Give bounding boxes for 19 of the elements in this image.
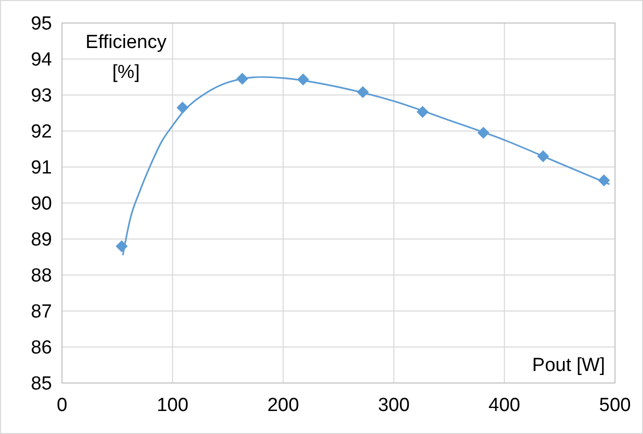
y-tick-label: 87: [30, 302, 52, 323]
y-tick-label: 94: [30, 50, 52, 71]
x-tick-label: 500: [599, 395, 631, 416]
y-tick-label: 88: [30, 266, 52, 287]
x-tick-label: 0: [56, 395, 68, 416]
y-tick-label: 91: [30, 158, 52, 179]
x-tick-label: 100: [156, 395, 188, 416]
y-tick-label: 90: [30, 194, 52, 215]
y-tick-label: 95: [30, 14, 52, 35]
y-tick-label: 89: [30, 230, 52, 251]
x-tick-label: 200: [267, 395, 300, 416]
y-tick-label: 93: [30, 86, 52, 107]
x-tick-label: 400: [488, 395, 520, 416]
y-tick-label: 86: [30, 338, 52, 359]
y-axis-title: Efficiency [%]: [86, 32, 167, 83]
x-axis-title: Pout [W]: [532, 355, 605, 376]
y-tick-label: 92: [30, 122, 52, 143]
y-tick-label: 85: [30, 374, 52, 395]
x-tick-label: 300: [378, 395, 410, 416]
